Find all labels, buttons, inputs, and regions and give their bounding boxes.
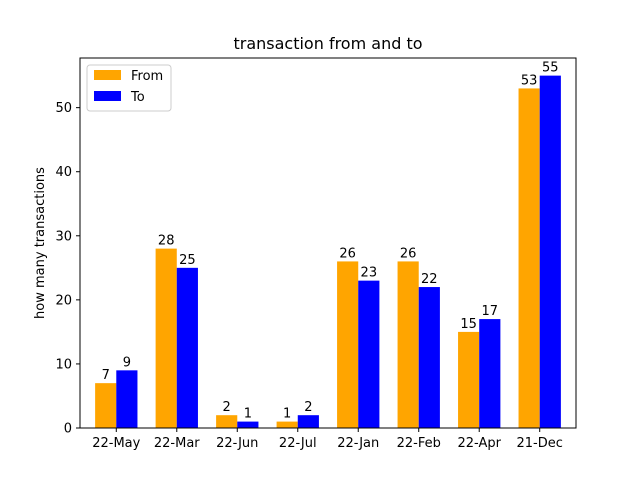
data-label-to-22-feb: 22 [421, 272, 438, 287]
data-label-from-22-may: 7 [102, 368, 110, 383]
data-label-from-22-apr: 15 [460, 317, 477, 332]
bar-from-22-may [95, 383, 117, 428]
bar-to-22-apr [479, 319, 501, 428]
data-label-to-22-mar: 25 [179, 253, 196, 268]
data-label-to-22-jan: 23 [361, 266, 378, 281]
x-tick-label-22-may: 22-May [92, 436, 140, 451]
bar-from-22-jan [337, 261, 359, 428]
data-label-to-22-apr: 17 [482, 304, 499, 319]
y-tick-label: 10 [55, 357, 72, 372]
y-tick-label: 20 [55, 293, 72, 308]
y-axis-label: how many transactions [33, 167, 48, 319]
bar-from-21-dec [518, 88, 540, 429]
y-axis: 0 10 20 30 40 50 [55, 101, 80, 437]
x-axis: 22-May 22-Mar 22-Jun 22-Jul 22-Jan 22-Feb 22-A… [92, 428, 563, 451]
bar-to-22-may [116, 370, 138, 428]
data-label-from-21-dec: 53 [521, 73, 538, 88]
y-tick-label: 50 [55, 101, 72, 116]
bar-from-22-jun [216, 415, 238, 428]
bar-to-22-mar [176, 267, 198, 428]
y-tick-label: 0 [64, 422, 72, 437]
bar-from-22-feb [397, 261, 419, 428]
legend: From To [86, 64, 172, 112]
data-label-to-22-may: 9 [123, 355, 131, 370]
data-label-to-21-dec: 55 [542, 61, 559, 76]
y-tick-label: 40 [55, 165, 72, 180]
legend-swatch-to [94, 91, 121, 101]
chart-title: transaction from and to [233, 34, 422, 53]
data-label-from-22-feb: 26 [400, 246, 417, 261]
x-tick-label-22-jan: 22-Jan [337, 436, 379, 451]
bar-from-22-mar [155, 248, 177, 428]
data-label-from-22-mar: 28 [158, 234, 175, 249]
x-tick-label-21-dec: 21-Dec [517, 436, 563, 451]
legend-label-to: To [130, 90, 145, 105]
data-label-to-22-jul: 2 [304, 400, 312, 415]
data-label-from-22-jun: 2 [223, 400, 231, 415]
data-label-from-22-jan: 26 [339, 246, 356, 261]
legend-label-from: From [131, 69, 163, 84]
x-tick-label-22-feb: 22-Feb [397, 436, 441, 451]
x-tick-label-22-apr: 22-Apr [458, 436, 502, 451]
bar-to-22-feb [418, 287, 440, 428]
bar-to-22-jul [297, 415, 319, 428]
bar-from-22-apr [458, 331, 480, 428]
bar-from-22-jul [276, 421, 298, 428]
y-tick-label: 30 [55, 229, 72, 244]
bar-to-22-jan [358, 280, 380, 428]
legend-swatch-from [94, 70, 121, 80]
plot-area-frame [79, 57, 577, 429]
bar-to-22-jun [237, 421, 259, 428]
data-label-from-22-jul: 1 [283, 407, 291, 422]
bars-layer [95, 75, 561, 429]
x-tick-label-22-mar: 22-Mar [154, 436, 200, 451]
x-tick-label-22-jul: 22-Jul [279, 436, 317, 451]
x-tick-label-22-jun: 22-Jun [216, 436, 258, 451]
bar-to-21-dec [539, 75, 561, 429]
data-label-to-22-jun: 1 [244, 407, 252, 422]
